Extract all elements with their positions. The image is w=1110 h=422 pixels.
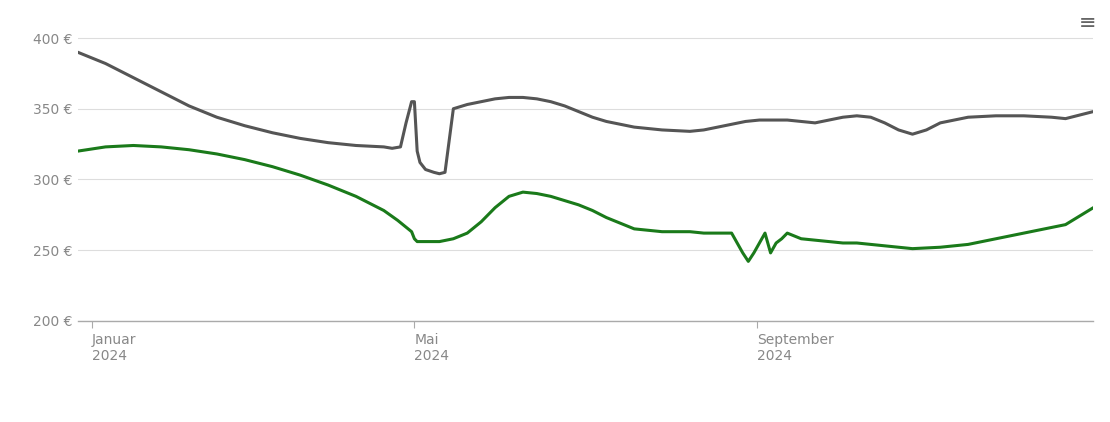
Legend: lose Ware, Sackware: lose Ware, Sackware xyxy=(456,416,715,422)
Text: ≡: ≡ xyxy=(1079,13,1097,32)
